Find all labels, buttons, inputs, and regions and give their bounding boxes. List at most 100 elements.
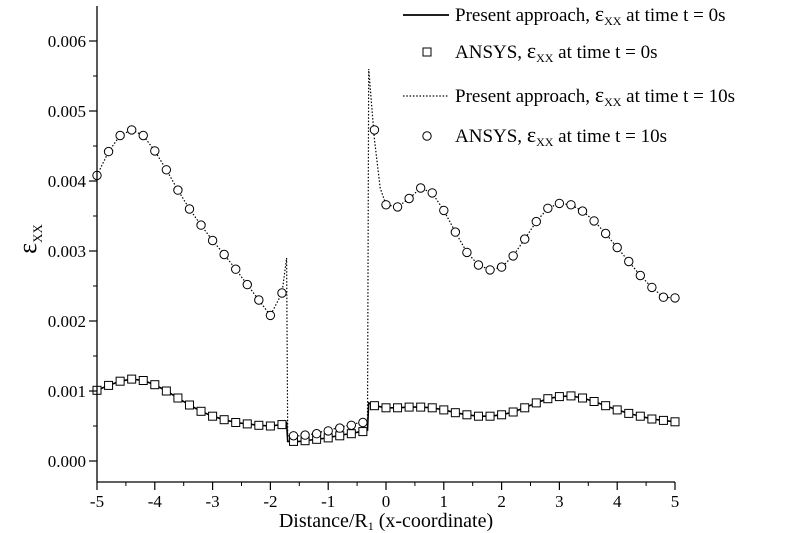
circle-marker: [462, 247, 472, 258]
circle-marker: [219, 249, 229, 260]
square-marker: [670, 417, 680, 427]
circle-marker: [323, 426, 333, 436]
square-marker: [150, 380, 160, 390]
circle-marker: [126, 125, 137, 135]
circle-marker: [265, 310, 276, 321]
circle-marker: [196, 220, 206, 230]
series-line: [96, 68, 676, 437]
x-tick-label: 3: [555, 492, 564, 511]
square-marker: [658, 415, 668, 425]
y-tick-label: 0.005: [48, 102, 86, 121]
square-marker: [508, 407, 518, 417]
circle-marker: [531, 216, 541, 227]
circle-marker: [346, 420, 357, 430]
legend-entry-1: ANSYS, εXX at time t = 0s: [422, 38, 658, 65]
y-axis-title: εXX: [13, 224, 45, 254]
circle-marker: [358, 417, 368, 428]
circle-marker: [635, 270, 646, 281]
square-marker: [554, 392, 564, 402]
circle-marker: [173, 185, 183, 195]
circle-marker: [508, 251, 518, 261]
square-marker: [589, 397, 599, 406]
square-marker: [381, 403, 391, 413]
square-marker: [127, 374, 137, 384]
circle-marker: [647, 282, 657, 293]
square-marker: [566, 391, 576, 401]
square-marker: [393, 403, 403, 413]
square-marker: [242, 419, 252, 429]
square-marker: [601, 401, 611, 411]
square-marker: [184, 400, 194, 410]
circle-marker: [254, 295, 264, 305]
square-marker: [473, 411, 483, 421]
circle-marker: [300, 430, 310, 440]
circle-marker: [670, 293, 680, 303]
circle-marker: [288, 431, 299, 441]
x-axis-title: Distance/R1 (x-coordinate): [279, 510, 493, 533]
legend-entry-2: Present approach, εXX at time t = 10s: [403, 82, 735, 109]
square-marker: [219, 415, 229, 425]
circle-marker: [150, 146, 160, 156]
square-marker: [427, 403, 437, 413]
x-tick-label: -4: [148, 492, 163, 511]
square-marker: [104, 380, 114, 390]
legend-circle-swatch: [422, 131, 432, 141]
y-tick-label: 0.003: [48, 242, 86, 261]
circle-marker: [496, 262, 507, 272]
circle-marker: [624, 256, 634, 267]
square-marker: [335, 431, 345, 441]
square-marker: [231, 418, 241, 427]
x-tick-label: 0: [382, 492, 391, 511]
series-3: [92, 125, 680, 441]
circle-marker: [415, 183, 426, 193]
square-marker: [485, 411, 495, 421]
x-tick-label: 2: [497, 492, 506, 511]
circle-marker: [335, 423, 345, 433]
x-tick-label: -1: [321, 492, 335, 511]
square-marker: [647, 414, 657, 424]
circle-marker: [600, 228, 611, 239]
series-2: [96, 68, 676, 437]
circle-marker: [161, 165, 172, 175]
circle-marker: [231, 264, 241, 274]
square-marker: [497, 410, 507, 420]
legend-square-swatch: [422, 47, 432, 57]
circle-marker: [404, 193, 414, 204]
square-marker: [578, 393, 588, 403]
legend-label: ANSYS, εXX at time t = 10s: [455, 122, 667, 149]
legend: Present approach, εXX at time t = 0s ANSY…: [403, 1, 735, 149]
square-marker: [277, 420, 287, 430]
square-marker: [416, 402, 426, 412]
circle-marker: [138, 130, 148, 141]
square-marker: [265, 421, 275, 431]
legend-label: ANSYS, εXX at time t = 0s: [455, 38, 658, 65]
circle-marker: [392, 202, 403, 212]
x-tick-label: 1: [440, 492, 449, 511]
circle-marker: [577, 206, 588, 216]
legend-label: Present approach, εXX at time t = 0s: [455, 1, 726, 28]
y-tick-label: 0.002: [48, 312, 86, 331]
square-marker: [196, 406, 206, 416]
series-1: [92, 374, 680, 446]
square-marker: [439, 405, 449, 415]
circle-marker: [381, 200, 391, 210]
y-tick-label: 0.001: [48, 382, 86, 401]
circle-marker: [277, 288, 287, 298]
x-tick-label: -5: [90, 492, 104, 511]
square-marker: [462, 410, 472, 420]
circle-marker: [554, 198, 565, 209]
legend-entry-3: ANSYS, εXX at time t = 10s: [422, 122, 667, 149]
square-marker: [450, 408, 460, 418]
circle-marker: [543, 203, 553, 214]
circle-marker: [242, 279, 252, 290]
square-marker: [369, 401, 379, 411]
square-marker: [358, 427, 368, 437]
square-marker: [520, 403, 530, 413]
circle-marker: [427, 188, 437, 198]
y-tick-label: 0.000: [48, 452, 86, 471]
x-tick-label: -3: [206, 492, 220, 511]
circle-marker: [311, 429, 322, 439]
circle-marker: [520, 234, 530, 244]
circle-marker: [439, 205, 449, 216]
